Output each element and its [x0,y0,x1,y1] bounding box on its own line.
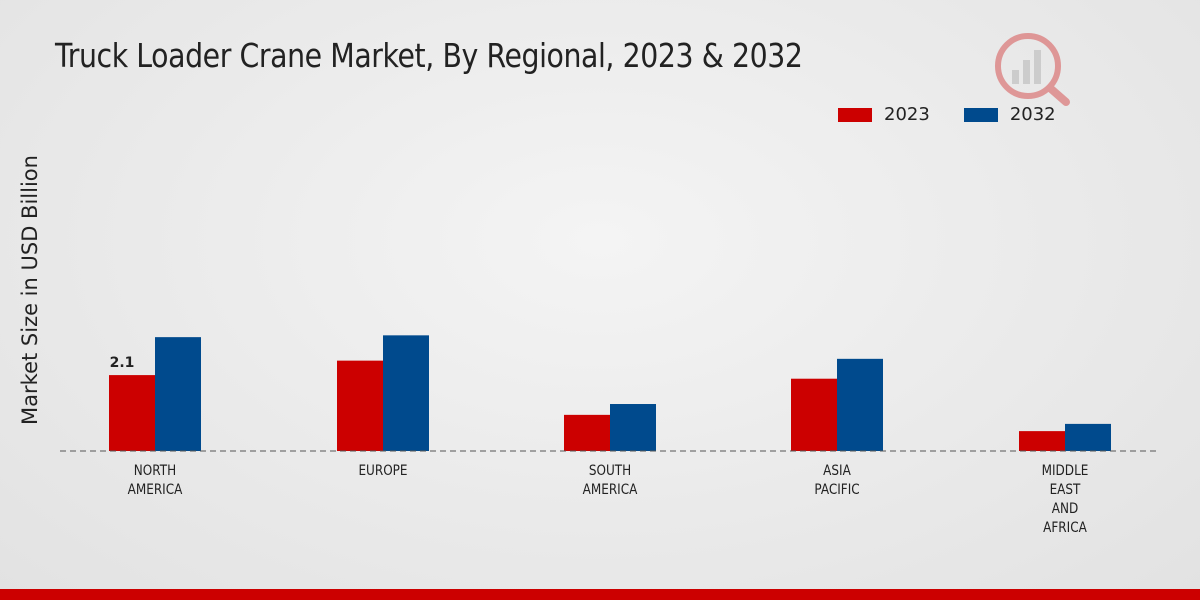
bar-2032-asia-pacific [837,358,883,451]
brand-logo-icon [992,30,1072,110]
bar-2023-asia-pacific [791,378,837,451]
legend-swatch-2032 [963,107,998,122]
legend-item-2023: 2023 [838,104,930,125]
bar-2023-south-america [564,414,610,451]
bar-2023-europe [337,360,383,451]
bar-2023-middle-east-and-africa [1019,431,1065,451]
bar-2032-south-america [610,404,656,451]
x-tick-label: ASIA PACIFIC [814,463,859,498]
legend-item-2032: 2032 [963,104,1056,125]
bar-2032-north-america [155,337,201,451]
chart-title: Truck Loader Crane Market, By Regional, … [55,36,803,75]
bar-2032-middle-east-and-africa [1065,423,1111,451]
bar-2032-europe [383,335,429,451]
bottom-accent-bar [0,589,1200,600]
x-tick-label: SOUTH AMERICA [583,463,638,498]
legend: 2023 2032 [838,104,1090,125]
data-label: 2.1 [110,355,135,371]
x-tick-label: MIDDLE EAST AND AFRICA [1042,463,1089,536]
x-tick-label: EUROPE [358,463,407,479]
legend-label-2032: 2032 [1009,104,1056,125]
bar-2023-north-america [109,375,155,451]
legend-swatch-2023 [838,107,872,122]
x-tick-label: NORTH AMERICA [128,463,183,498]
legend-label-2023: 2023 [884,104,930,125]
